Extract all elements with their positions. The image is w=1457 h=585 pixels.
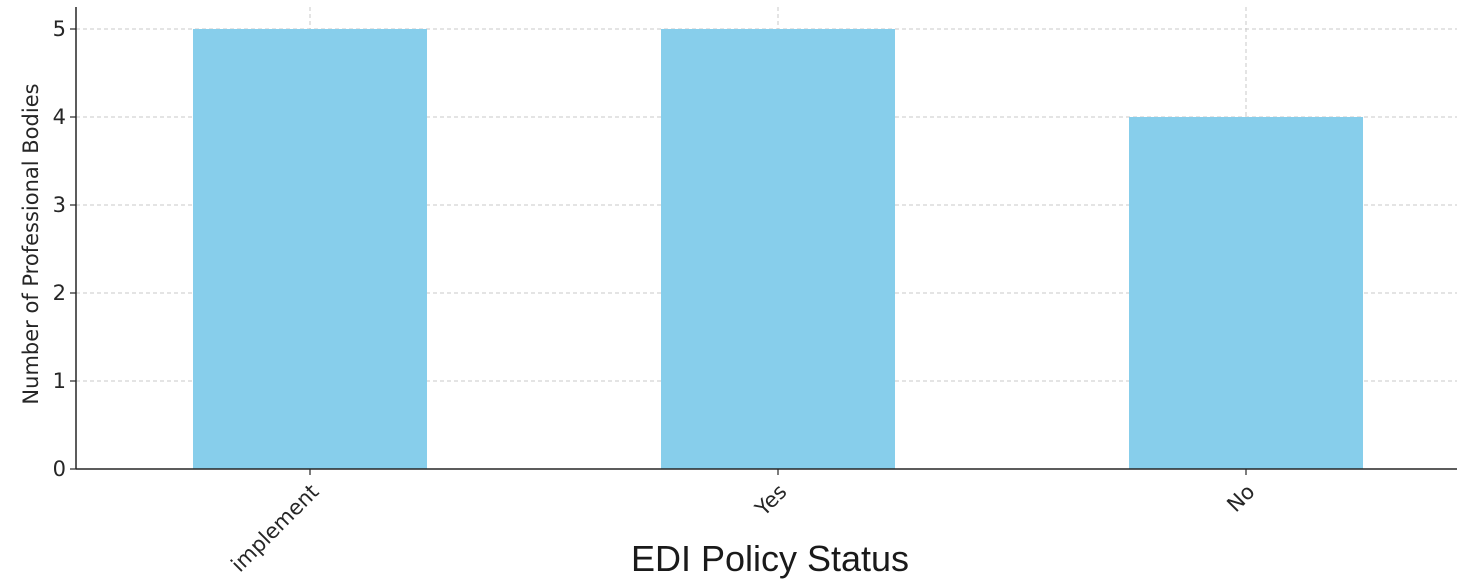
y-axis-label: Number of Professional Bodies <box>19 83 43 404</box>
y-tick-labels: 0 1 2 3 4 5 <box>53 17 66 481</box>
x-tick-label: implement <box>226 480 323 577</box>
y-tick-label: 5 <box>53 17 66 41</box>
y-tick-label: 2 <box>53 281 66 305</box>
bar <box>193 29 427 469</box>
y-tick-label: 1 <box>53 369 66 393</box>
bar <box>1129 117 1363 469</box>
x-tick-label: Yes <box>750 480 792 522</box>
y-tick-label: 3 <box>53 193 66 217</box>
bars <box>193 29 1363 469</box>
bar <box>661 29 895 469</box>
y-tick-label: 4 <box>53 105 66 129</box>
x-axis-label: EDI Policy Status <box>631 538 909 579</box>
axes <box>70 7 1457 475</box>
y-tick-label: 0 <box>53 457 66 481</box>
x-tick-label: No <box>1222 480 1259 517</box>
